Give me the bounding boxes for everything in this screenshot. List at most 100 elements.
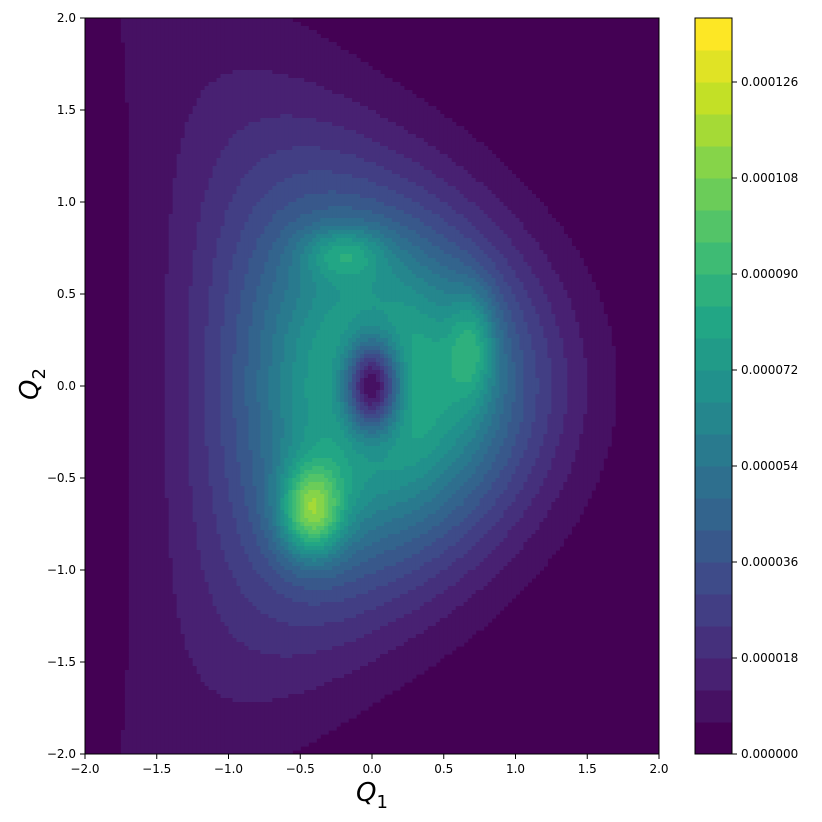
contour-cell xyxy=(292,38,297,43)
contour-cell xyxy=(288,78,293,83)
contour-cell xyxy=(292,62,297,67)
contour-cell xyxy=(248,242,254,247)
contour-cell xyxy=(176,102,182,107)
contour-cell xyxy=(391,234,397,239)
contour-cell xyxy=(168,206,174,211)
contour-cell xyxy=(140,214,146,219)
contour-cell xyxy=(475,202,481,207)
contour-cell xyxy=(152,86,158,91)
contour-cell xyxy=(503,186,509,191)
contour-cell xyxy=(196,38,202,43)
contour-cell xyxy=(192,46,198,51)
contour-cell xyxy=(200,158,206,163)
contour-cell xyxy=(252,22,258,27)
contour-cell xyxy=(316,214,321,219)
contour-cell xyxy=(176,22,182,27)
contour-cell xyxy=(372,238,377,243)
contour-cell xyxy=(308,254,313,259)
contour-cell xyxy=(352,82,357,87)
contour-cell xyxy=(204,234,210,239)
contour-cell xyxy=(328,114,333,119)
contour-cell xyxy=(184,18,190,23)
contour-cell xyxy=(244,42,250,47)
contour-cell xyxy=(292,110,297,115)
contour-cell xyxy=(499,222,505,227)
contour-cell xyxy=(395,206,401,211)
contour-cell xyxy=(308,94,313,99)
contour-cell xyxy=(352,54,357,59)
contour-cell xyxy=(419,142,425,147)
contour-cell xyxy=(399,214,405,219)
contour-cell xyxy=(316,90,321,95)
contour-cell xyxy=(276,74,281,79)
contour-cell xyxy=(196,202,202,207)
contour-cell xyxy=(220,102,226,107)
contour-cell xyxy=(356,202,361,207)
contour-cell xyxy=(387,158,393,163)
contour-cell xyxy=(196,146,202,151)
contour-cell xyxy=(387,90,393,95)
contour-cell xyxy=(463,198,469,203)
contour-cell xyxy=(308,98,313,103)
contour-cell xyxy=(415,154,421,159)
contour-cell xyxy=(140,134,146,139)
contour-cell xyxy=(228,234,234,239)
contour-cell xyxy=(136,174,142,179)
contour-cell xyxy=(144,254,150,259)
contour-cell xyxy=(352,238,357,243)
contour-cell xyxy=(180,38,186,43)
contour-cell xyxy=(399,134,405,139)
contour-cell xyxy=(383,102,389,107)
contour-cell xyxy=(180,222,186,227)
contour-cell xyxy=(280,242,285,247)
contour-cell xyxy=(364,110,369,115)
contour-cell xyxy=(300,82,305,87)
contour-cell xyxy=(180,234,186,239)
contour-cell xyxy=(180,126,186,131)
contour-cell xyxy=(156,26,162,31)
contour-cell xyxy=(399,90,405,95)
contour-cell xyxy=(399,146,405,151)
contour-cell xyxy=(168,182,174,187)
contour-cell xyxy=(228,58,234,63)
contour-cell xyxy=(160,246,166,251)
contour-cell xyxy=(328,42,333,47)
contour-cell xyxy=(176,106,182,111)
contour-cell xyxy=(248,146,254,151)
contour-cell xyxy=(364,254,369,259)
contour-cell xyxy=(463,190,469,195)
contour-cell xyxy=(419,190,425,195)
contour-cell xyxy=(232,130,238,135)
contour-cell xyxy=(395,138,401,143)
contour-cell xyxy=(228,178,234,183)
contour-cell xyxy=(312,118,317,123)
contour-cell xyxy=(336,82,341,87)
contour-cell xyxy=(252,150,258,155)
contour-cell xyxy=(160,50,166,55)
contour-cell xyxy=(300,34,305,39)
contour-cell xyxy=(336,74,341,79)
contour-cell xyxy=(344,146,349,151)
contour-cell xyxy=(304,242,309,247)
contour-cell xyxy=(336,126,341,131)
contour-cell xyxy=(148,206,154,211)
contour-cell xyxy=(132,166,138,171)
contour-cell xyxy=(132,182,138,187)
contour-cell xyxy=(292,70,297,75)
contour-cell xyxy=(180,114,186,119)
contour-cell xyxy=(471,210,477,215)
contour-cell xyxy=(348,226,353,231)
contour-cell xyxy=(332,90,337,95)
contour-cell xyxy=(264,38,269,43)
contour-cell xyxy=(196,26,202,31)
contour-cell xyxy=(344,182,349,187)
contour-cell xyxy=(407,150,413,155)
contour-cell xyxy=(348,58,353,63)
contour-cell xyxy=(168,118,174,123)
contour-cell xyxy=(308,82,313,87)
contour-cell xyxy=(200,102,206,107)
contour-cell xyxy=(320,142,325,147)
contour-cell xyxy=(284,42,289,47)
contour-cell xyxy=(256,74,261,79)
contour-cell xyxy=(411,106,417,111)
